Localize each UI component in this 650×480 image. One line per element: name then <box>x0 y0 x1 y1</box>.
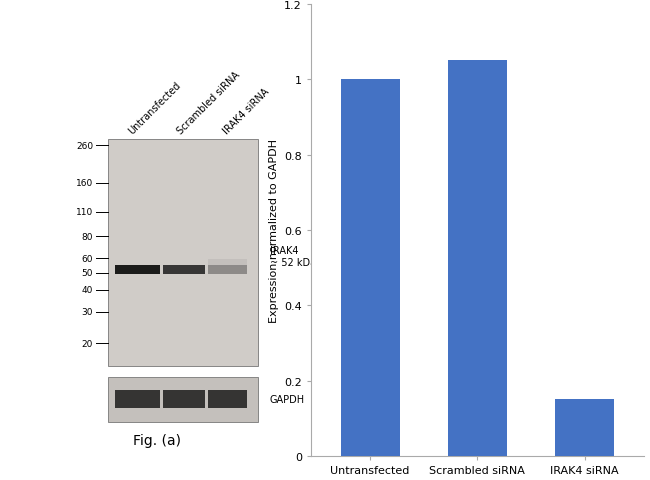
Bar <box>163 391 205 408</box>
Text: 80: 80 <box>82 232 93 241</box>
Text: 160: 160 <box>76 179 93 188</box>
Bar <box>108 140 258 366</box>
Bar <box>115 265 161 275</box>
Text: GAPDH: GAPDH <box>270 395 305 405</box>
Text: 20: 20 <box>82 339 93 348</box>
Bar <box>448 61 507 456</box>
Text: IRAK4
~ 52 kDa: IRAK4 ~ 52 kDa <box>270 246 316 267</box>
Text: 110: 110 <box>76 208 93 216</box>
Text: 30: 30 <box>82 308 93 317</box>
Text: 60: 60 <box>82 254 93 264</box>
Y-axis label: Expression normalized to GAPDH: Expression normalized to GAPDH <box>268 139 279 322</box>
Bar <box>163 265 205 275</box>
Bar <box>209 391 248 408</box>
Text: Scrambled siRNA: Scrambled siRNA <box>176 69 242 136</box>
Bar <box>209 259 248 267</box>
Bar <box>209 265 248 275</box>
Text: Untransfected: Untransfected <box>126 80 182 136</box>
Text: IRAK4 siRNA: IRAK4 siRNA <box>221 86 270 136</box>
Text: 40: 40 <box>82 286 93 295</box>
Bar <box>108 377 258 422</box>
Bar <box>555 399 614 456</box>
Text: Fig. (a): Fig. (a) <box>133 433 181 447</box>
Text: 50: 50 <box>82 268 93 277</box>
Bar <box>341 80 400 456</box>
Text: 260: 260 <box>76 142 93 150</box>
Bar <box>115 391 161 408</box>
